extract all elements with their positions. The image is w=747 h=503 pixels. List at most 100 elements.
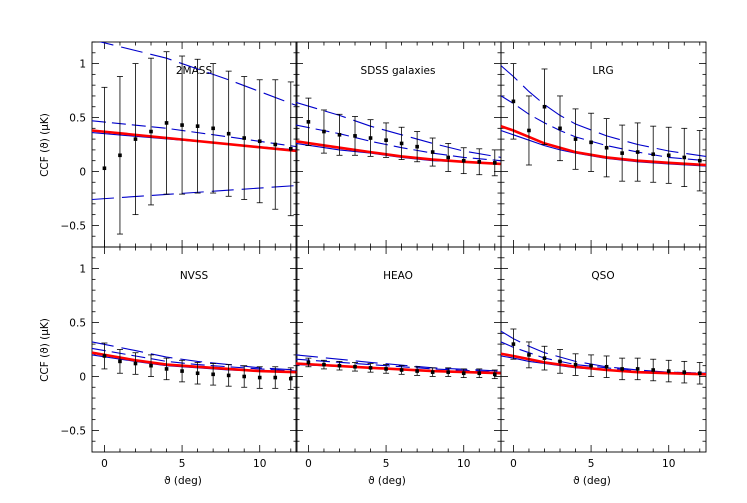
data-point [399, 368, 404, 372]
data-point [682, 370, 687, 374]
data-point [635, 150, 640, 154]
data-point [368, 136, 373, 140]
y-axis-labels: CCF (ϑ) (μK) CCF (ϑ) (μK) [39, 113, 51, 382]
data-point [384, 138, 388, 142]
data-point [461, 158, 466, 163]
x-tick-label: 0 [510, 458, 517, 470]
model-curve-solid-red [501, 124, 706, 167]
data-point [118, 359, 122, 364]
data-point [273, 142, 278, 147]
data-point [288, 147, 293, 151]
data-point [226, 131, 231, 136]
x-tick-label: 5 [179, 458, 186, 470]
data-point [322, 362, 326, 367]
data-point [322, 129, 326, 134]
data-point [573, 362, 578, 367]
data-point [461, 371, 466, 376]
panel-lrg: LRG [500, 41, 707, 248]
data-point [306, 120, 311, 124]
panel-frame [500, 246, 707, 453]
panel-title: SDSS galaxies [361, 65, 436, 77]
data-point [589, 363, 593, 368]
x-tick-label: 0 [305, 458, 312, 470]
data-point [257, 375, 262, 380]
data-point [415, 369, 419, 373]
data-point [415, 144, 419, 149]
data-point [620, 151, 624, 155]
panel-data [501, 328, 706, 385]
data-point [102, 166, 107, 171]
data-point [558, 359, 562, 364]
data-point [573, 137, 578, 141]
x-tick-label: 10 [253, 458, 266, 470]
panel-title: QSO [591, 270, 614, 282]
data-point [666, 369, 671, 373]
panel-frame [91, 246, 298, 453]
data-point [477, 371, 482, 376]
data-point [635, 367, 640, 371]
data-point [306, 360, 311, 365]
panel-data [92, 341, 297, 390]
x-tick-label: 10 [662, 458, 675, 470]
data-point [102, 354, 107, 358]
data-point [589, 140, 593, 145]
y-axis-label-bottom: CCF (ϑ) (μK) [39, 318, 51, 382]
model-curve-dash-long [296, 101, 501, 158]
model-curve-dash-long [296, 354, 501, 372]
data-point [133, 137, 138, 141]
data-point [164, 367, 169, 371]
data-point [511, 342, 516, 346]
data-point [430, 150, 435, 154]
data-point [666, 153, 671, 158]
y-tick-label: 0.5 [69, 318, 86, 330]
x-axis-label-middle: ϑ (deg) [368, 475, 406, 487]
data-point [368, 366, 373, 370]
panel-sdss-galaxies: SDSS galaxies [295, 41, 502, 248]
data-point [430, 370, 435, 374]
data-point [399, 141, 404, 146]
model-curve-solid-blue [501, 129, 706, 167]
y-tick-label: 1 [79, 264, 86, 276]
data-point [211, 372, 215, 377]
data-point [542, 356, 547, 360]
data-point [604, 364, 609, 369]
y-tick-label: 0 [79, 371, 86, 383]
data-point [511, 99, 516, 104]
x-axis-label-right: ϑ (deg) [573, 475, 611, 487]
x-tick-label: 10 [457, 458, 470, 470]
data-point [492, 372, 497, 377]
x-axis-label-left: ϑ (deg) [164, 475, 202, 487]
data-point [604, 145, 609, 150]
data-point [149, 129, 153, 134]
model-curve-solid-red [92, 351, 297, 374]
data-point [353, 134, 357, 138]
data-point [651, 368, 655, 372]
data-point [384, 367, 388, 371]
data-point [697, 158, 702, 163]
data-point [133, 361, 138, 366]
data-point [211, 126, 215, 131]
model-curve-dash-short [501, 95, 706, 162]
y-axis-label-top: CCF (ϑ) (μK) [39, 113, 51, 177]
data-point [180, 369, 184, 373]
data-point [477, 159, 482, 164]
data-point [195, 371, 200, 376]
y-tick-label: 0.5 [69, 113, 86, 125]
data-point [118, 153, 122, 158]
data-point [492, 161, 497, 165]
data-point [682, 155, 687, 160]
panel-qso: 0 5 10 QSO [500, 246, 707, 470]
data-point [353, 364, 357, 369]
data-point [288, 376, 293, 381]
data-point [620, 367, 624, 371]
panel-title: HEAO [383, 270, 413, 282]
panel-title: LRG [592, 65, 613, 77]
panel-title: NVSS [180, 270, 209, 282]
y-tick-label: −0.5 [61, 220, 87, 232]
data-point [242, 374, 246, 379]
data-point [242, 136, 246, 140]
model-curve-solid-red [501, 352, 706, 376]
